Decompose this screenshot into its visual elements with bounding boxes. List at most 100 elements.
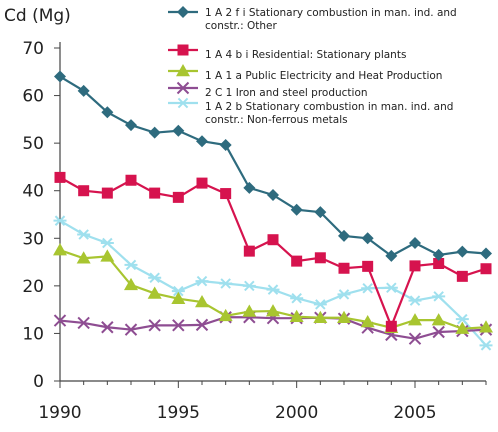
data-point	[195, 275, 209, 287]
data-point	[76, 251, 91, 264]
legend-label: constr.: Non-ferrous metals	[205, 114, 348, 126]
data-point	[314, 252, 326, 264]
data-point	[218, 308, 233, 322]
data-point	[479, 320, 493, 333]
series-2	[54, 171, 492, 332]
data-point	[479, 340, 493, 351]
data-point	[242, 280, 256, 292]
data-point	[147, 286, 162, 299]
y-tick-label: 10	[22, 324, 44, 344]
y-tick-label: 70	[22, 39, 44, 59]
data-point	[176, 97, 190, 109]
data-point	[337, 289, 351, 300]
data-point	[480, 247, 492, 260]
data-point	[177, 6, 189, 18]
data-point	[124, 323, 138, 336]
data-point	[360, 315, 375, 328]
legend-label: 1 A 4 b i Residential: Stationary plants	[205, 49, 406, 61]
data-point	[338, 262, 350, 274]
axes: 0 10 20 30 40 50 60 70 1990 1995 2000 2005	[22, 39, 487, 423]
data-point	[54, 171, 66, 183]
data-point	[124, 259, 138, 271]
y-tick-label: 20	[22, 277, 44, 297]
data-point	[313, 310, 328, 323]
legend-entry-4: 2 C 1 Iron and steel production	[168, 81, 368, 99]
data-point	[172, 319, 185, 332]
data-point	[408, 332, 422, 345]
data-point	[431, 313, 446, 326]
series-4	[53, 311, 493, 345]
data-point	[100, 249, 115, 262]
legend-entry-3: 1 A 1 a Public Electricity and Heat Prod…	[168, 64, 442, 82]
data-point	[176, 81, 190, 95]
legend-label: 1 A 2 f i Stationary combustion in man. …	[205, 7, 457, 19]
data-point	[432, 291, 446, 302]
data-point	[289, 309, 304, 323]
y-axis-title: Cd (Mg)	[4, 6, 71, 26]
data-point	[243, 181, 256, 194]
data-point	[77, 316, 90, 330]
data-point	[148, 126, 161, 139]
data-point	[220, 188, 232, 200]
data-point	[267, 234, 279, 246]
data-point	[148, 272, 162, 284]
data-point	[196, 177, 208, 189]
legend-label: 1 A 2 b Stationary combustion in man. in…	[205, 101, 453, 113]
data-point	[385, 249, 398, 262]
data-point	[100, 237, 114, 249]
x-tick-label: 1995	[157, 403, 200, 423]
legend-label: 1 A 1 a Public Electricity and Heat Prod…	[205, 70, 442, 82]
data-point	[195, 295, 209, 308]
data-point	[456, 270, 468, 282]
series-layer	[53, 70, 493, 351]
y-tick-label: 30	[22, 229, 44, 249]
data-point	[124, 277, 138, 291]
data-point	[101, 187, 113, 199]
data-point	[53, 215, 67, 226]
data-point	[172, 191, 184, 203]
data-point	[219, 139, 232, 152]
x-tick-label: 1990	[38, 403, 81, 423]
legend: 1 A 2 f i Stationary combustion in man. …	[168, 6, 457, 126]
y-tick-label: 60	[22, 87, 44, 107]
data-point	[267, 188, 279, 201]
data-point	[125, 174, 137, 186]
y-tick-label: 50	[22, 134, 44, 154]
data-point	[409, 260, 421, 272]
data-point	[456, 245, 469, 258]
data-point	[195, 318, 209, 332]
data-point	[480, 263, 492, 275]
legend-entry-5: 1 A 2 b Stationary combustion in man. in…	[168, 97, 453, 126]
data-point	[54, 70, 66, 83]
data-point	[176, 64, 190, 77]
data-point	[384, 282, 398, 294]
data-point	[266, 284, 280, 295]
data-point	[408, 313, 422, 326]
data-point	[242, 304, 257, 317]
data-point	[171, 285, 185, 297]
data-point	[148, 319, 161, 332]
data-point	[77, 84, 90, 97]
data-point	[172, 124, 185, 137]
x-tick-label: 2005	[393, 403, 436, 423]
legend-label: 2 C 1 Iron and steel production	[205, 87, 368, 99]
data-point	[149, 187, 161, 199]
y-tick-label: 40	[22, 182, 44, 202]
data-point	[409, 237, 421, 250]
legend-label: constr.: Other	[205, 20, 278, 32]
data-point	[78, 185, 90, 197]
data-point	[362, 260, 374, 272]
data-point	[455, 321, 470, 334]
data-point	[337, 310, 351, 323]
data-point	[314, 206, 327, 219]
series-1	[54, 70, 492, 262]
data-point	[290, 203, 303, 216]
data-point	[361, 282, 375, 294]
data-point	[290, 292, 304, 304]
data-point	[266, 304, 280, 317]
data-point	[433, 257, 445, 269]
legend-entry-2: 1 A 4 b i Residential: Stationary plants	[168, 44, 406, 61]
data-point	[432, 248, 445, 261]
data-point	[53, 243, 67, 256]
data-point	[408, 295, 422, 306]
